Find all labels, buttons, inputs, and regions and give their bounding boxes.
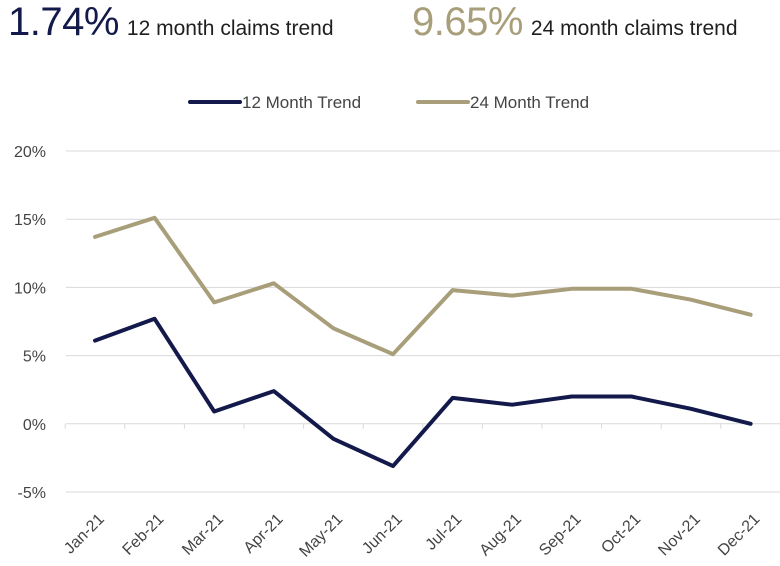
kpi-24-month-value: 9.65% — [412, 0, 523, 44]
y-tick-label: 20% — [14, 144, 46, 161]
series-line-24-month-trend — [93, 215, 753, 357]
x-tick-label: Jul-21 — [423, 511, 466, 554]
series-line-12-month-trend — [93, 316, 753, 469]
y-tick-label: -5% — [18, 485, 46, 502]
x-tick-label: Dec-21 — [715, 511, 764, 560]
x-tick-label: Mar-21 — [179, 511, 227, 559]
x-tick-label: Feb-21 — [120, 511, 168, 559]
x-tick-label: Jun-21 — [359, 511, 406, 558]
x-tick-label: May-21 — [296, 511, 346, 561]
x-tick-label: Oct-21 — [598, 511, 644, 557]
kpi-12-month: 1.74% 12 month claims trend — [8, 0, 334, 45]
legend-label: 24 Month Trend — [470, 93, 589, 112]
kpi-12-month-value: 1.74% — [8, 0, 119, 44]
x-tick-label: Apr-21 — [241, 511, 287, 557]
kpi-header: 1.74% 12 month claims trend 9.65% 24 month… — [8, 0, 780, 48]
y-tick-label: 10% — [14, 280, 46, 297]
y-tick-label: 15% — [14, 212, 46, 229]
kpi-24-month-label: 24 month claims trend — [530, 17, 738, 40]
x-tick-label: Sep-21 — [536, 511, 585, 560]
x-tick-label: Aug-21 — [477, 511, 526, 560]
x-tick-label: Jan-21 — [61, 511, 108, 558]
y-tick-label: 0% — [23, 417, 46, 434]
legend-label: 12 Month Trend — [242, 93, 361, 112]
kpi-24-month: 9.65% 24 month claims trend — [412, 0, 738, 45]
kpi-12-month-label: 12 month claims trend — [126, 17, 334, 40]
x-tick-label: Nov-21 — [655, 511, 704, 560]
y-tick-label: 5% — [23, 349, 46, 366]
